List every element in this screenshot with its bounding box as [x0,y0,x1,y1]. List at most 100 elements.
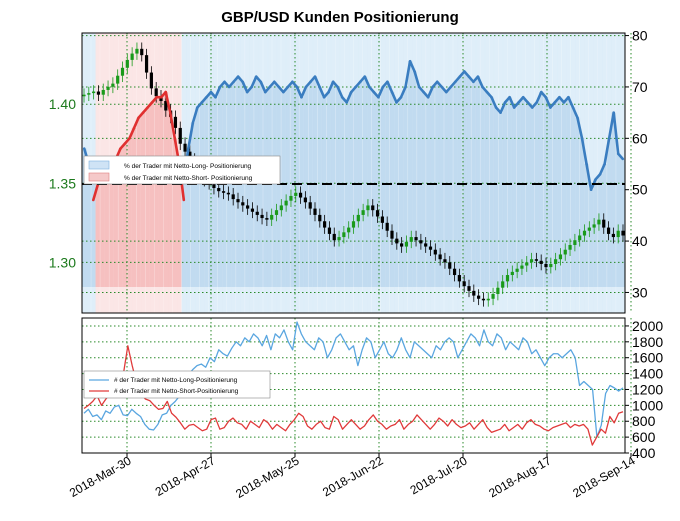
net-long-line-segment [241,80,249,94]
lower-plot-frame [81,317,626,454]
net-long-line-segment [191,106,199,125]
net-short-line-segment [168,111,177,140]
net-long-line-segment [259,80,267,94]
fill-area [593,179,599,287]
price-candle-body [125,59,129,68]
price-candle-body [611,233,615,238]
price-candle-body [217,188,221,192]
right-tick-label: 80 [632,28,648,44]
fill-area [294,86,300,287]
price-candle-body [443,259,447,263]
price-candle-body [347,227,351,233]
fill-area [145,107,151,287]
fill-area [566,97,572,287]
price-candle-body [361,210,365,215]
price-candle-body [534,259,538,261]
fill-area [430,86,436,287]
price-candle-body [592,224,596,228]
fill-area [244,92,251,287]
net-short-count-line [83,345,624,446]
fill-area [498,112,504,287]
price-candle-body [96,91,101,95]
fill-area [575,117,581,288]
price-candle-body [520,265,524,269]
price-candle-body [284,200,288,206]
price-candle-body [549,263,553,268]
net-long-line-segment [250,75,258,89]
net-long-line-segment [499,101,507,114]
fill-area [584,164,590,287]
legend-label-net-long-pct: % der Trader mit Netto-Long- Positionier… [124,163,252,170]
price-candle-body [87,93,91,95]
price-candle-body [400,243,404,247]
price-candle-body [587,227,591,231]
price-candle-body [510,271,514,276]
fill-area [109,164,115,287]
right-tick-label: 30 [632,284,648,300]
price-candle-body [457,275,461,282]
net-long-line-segment [535,90,543,104]
price-candle-body [554,259,558,264]
price-candle-body [501,281,505,288]
fill-area [403,86,409,287]
fill-area [548,107,554,287]
fill-area [457,76,463,287]
fill-area [330,81,337,287]
price-candle-body [173,116,178,128]
fill-area [136,117,142,288]
price-candle-body [390,230,394,239]
price-candle-body [144,55,149,73]
net-long-line-segment [585,162,593,191]
fill-area [249,86,255,287]
price-candle-body [414,237,418,241]
price-candle-body [342,232,346,238]
price-candle-body [544,263,548,268]
price-candle-body [226,192,230,195]
fill-area [217,86,223,287]
net-long-line-segment [345,90,353,104]
price-candle-body [385,222,389,231]
fill-area [186,148,192,287]
fill-area [529,107,536,287]
net-long-line-segment [508,95,516,109]
price-candle-body [111,83,115,87]
fill-area [86,164,92,287]
fill-area [127,138,133,287]
net-long-line-segment [336,85,344,99]
price-candle-body [433,249,437,255]
fill-area [448,86,454,287]
price-candle-body [371,205,375,211]
fill-area [299,97,305,287]
fill-area [321,97,327,287]
price-candles [82,42,625,307]
price-candle-body [327,227,332,234]
fill-area [516,102,522,287]
fill-area [263,92,269,287]
fill-area [195,107,201,287]
price-candle-body [424,243,428,247]
net-long-line-segment [404,59,412,89]
right-tick-label: 40 [632,233,648,249]
x-tick-label: 2018-May-25 [233,453,302,501]
fill-area [177,164,183,287]
net-long-line-segment [399,85,407,99]
price-candle-body [178,127,182,144]
price-candle-body [279,205,283,211]
fill-area [272,81,278,287]
count-tick-label: 400 [632,445,656,461]
price-candle-body [231,194,235,200]
price-candle-body [270,214,274,220]
price-candle-body [428,246,433,250]
fill-area [353,86,359,287]
fill-area [489,97,495,287]
fill-area [484,92,490,287]
price-candle-body [568,244,572,250]
fill-area [434,81,441,287]
price-candle-body [351,221,356,228]
price-candle-body [404,241,409,247]
fill-area [520,97,527,287]
price-candle-body [289,195,293,201]
fill-area [113,158,119,287]
fill-area [172,138,178,287]
